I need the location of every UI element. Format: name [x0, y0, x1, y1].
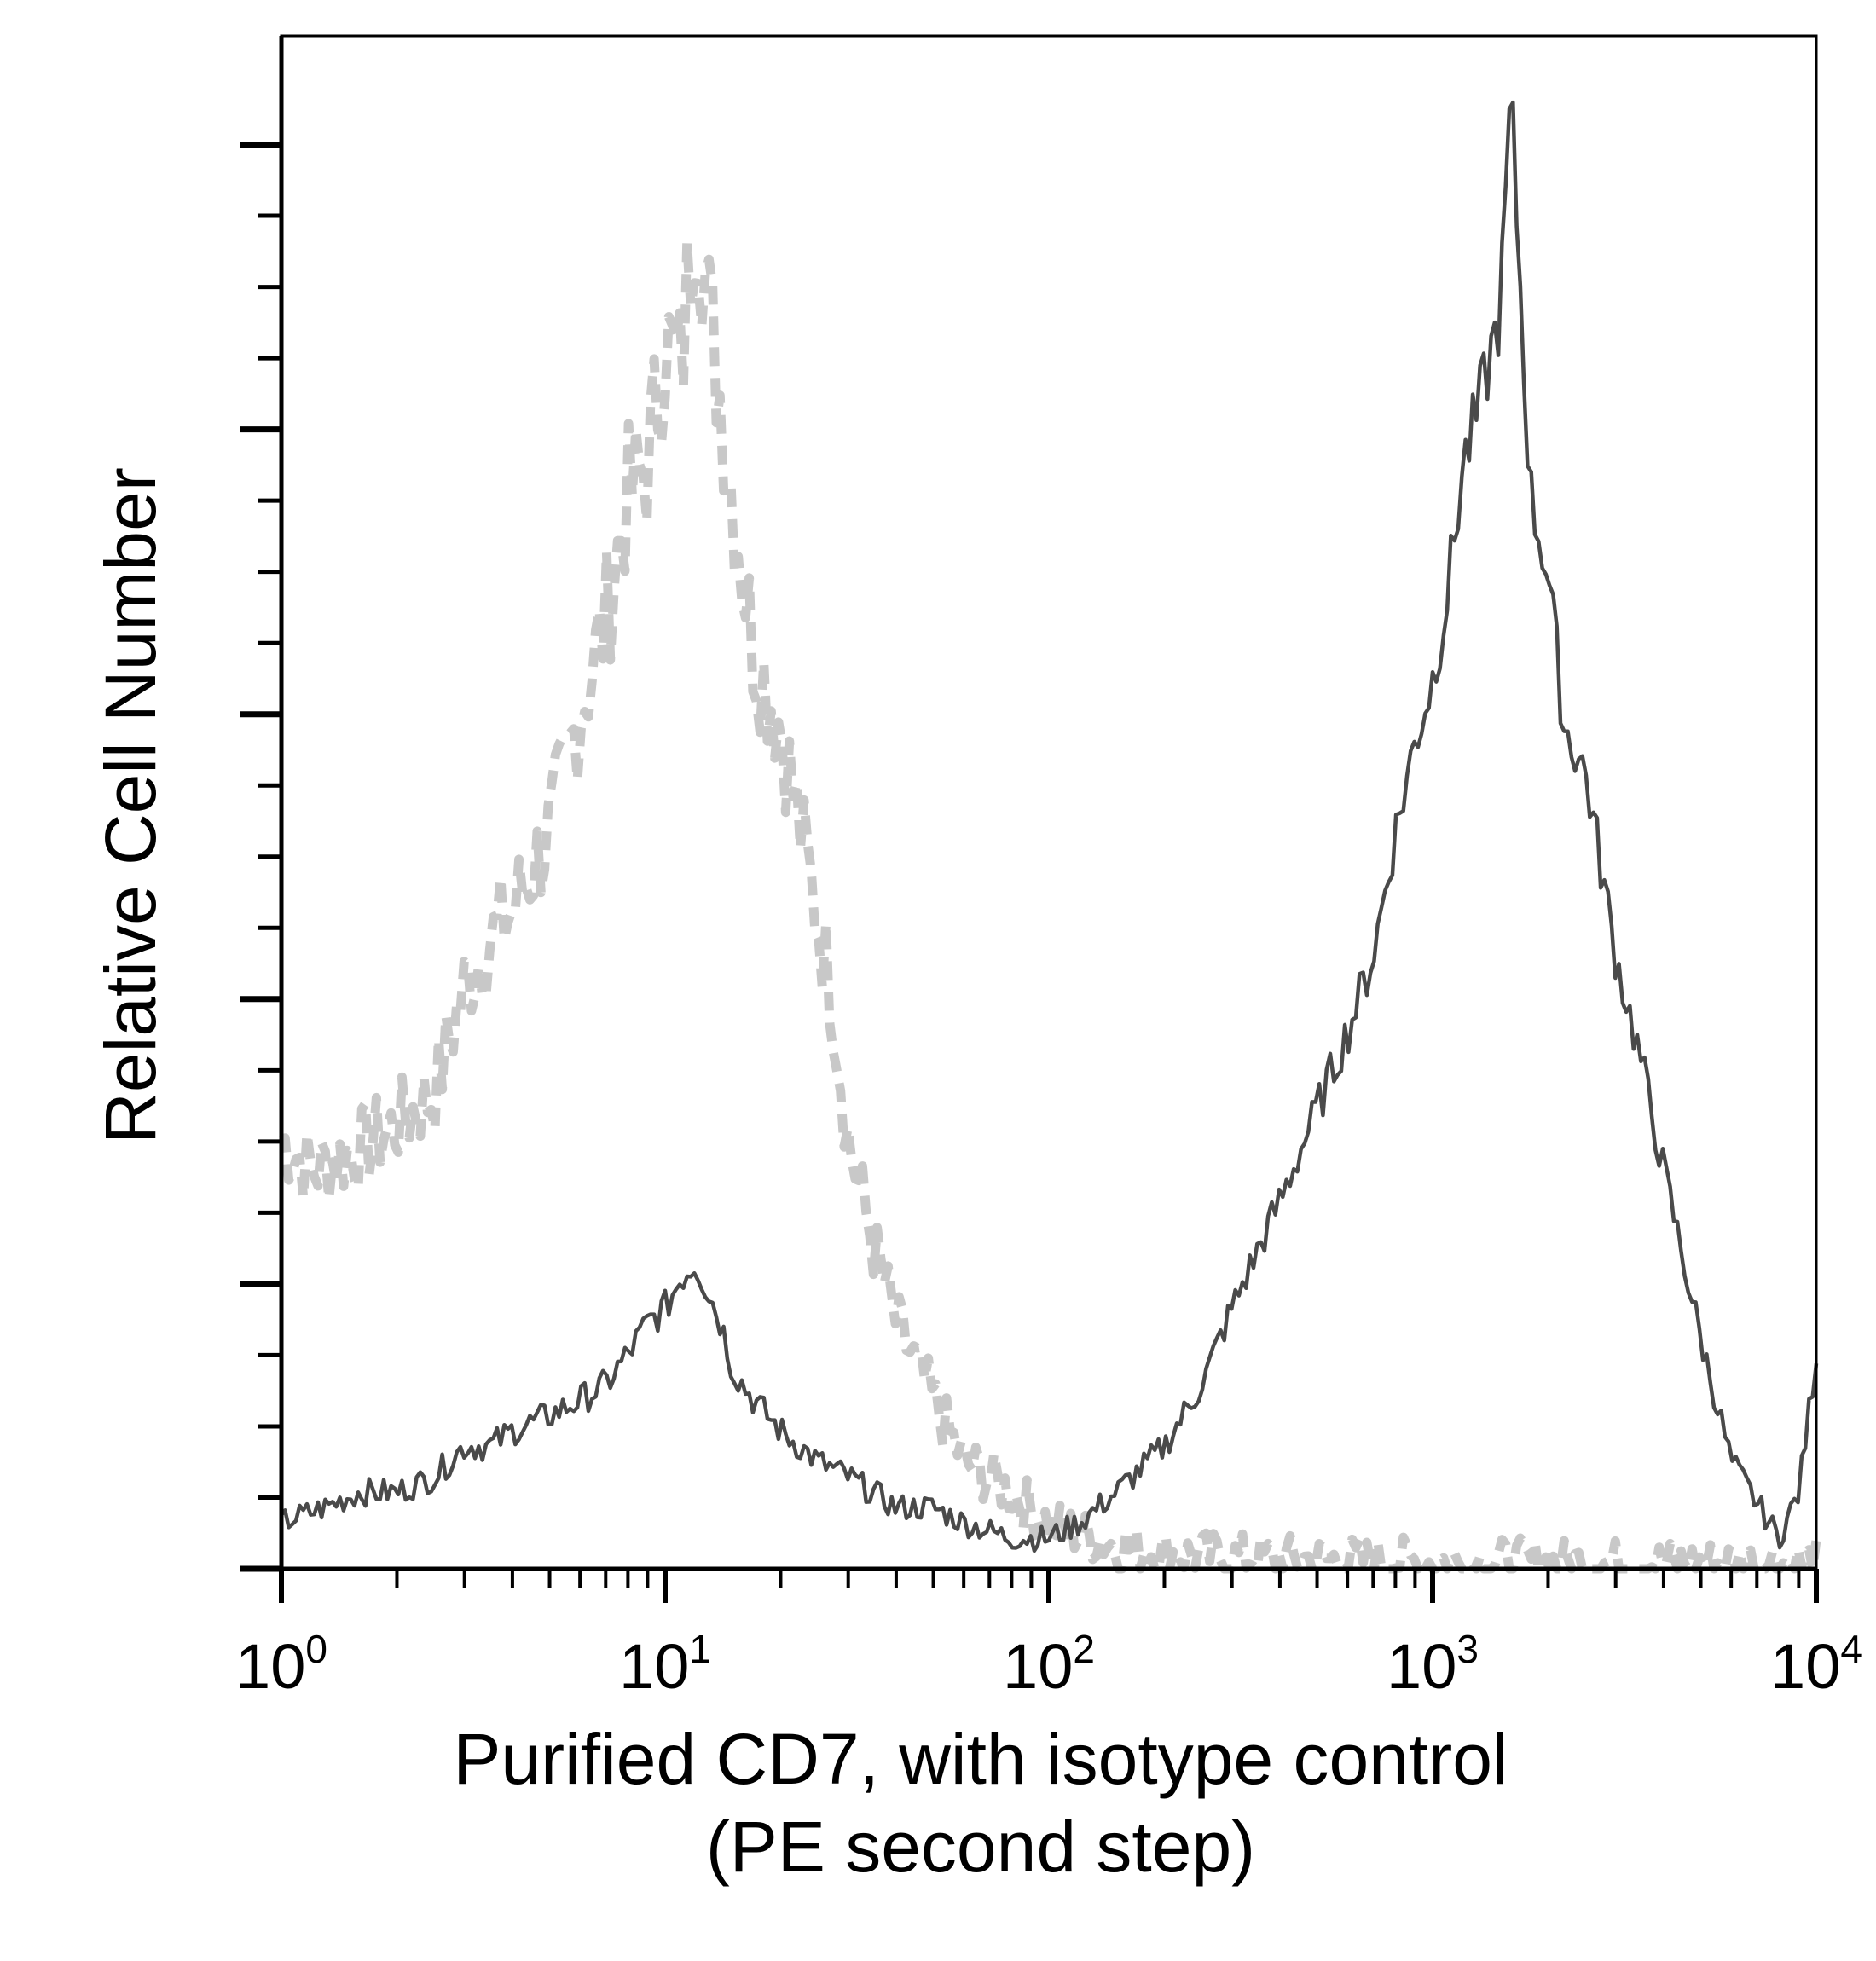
- plot-area: [278, 100, 1821, 1574]
- x-tick-label: 101: [619, 1627, 711, 1702]
- x-tick-base: 10: [1387, 1631, 1456, 1702]
- cd7-histogram-line: [280, 100, 1819, 1553]
- x-tick-base: 10: [235, 1631, 305, 1702]
- x-tick-exponent: 3: [1456, 1627, 1479, 1671]
- x-axis-label-line2: (PE second step): [706, 1807, 1255, 1887]
- x-tick-base: 10: [1770, 1631, 1840, 1702]
- x-tick-label: 102: [1003, 1627, 1095, 1702]
- axes: 100 101 102 103 104: [235, 34, 1862, 1702]
- y-axis-label: Relative Cell Number: [90, 467, 171, 1144]
- x-tick-label: 103: [1387, 1627, 1479, 1702]
- x-tick-base: 10: [1003, 1631, 1073, 1702]
- plot-frame: [280, 34, 1818, 1571]
- x-axis-label-line1: Purified CD7, with isotype control: [453, 1719, 1508, 1799]
- x-tick-label: 100: [235, 1627, 327, 1702]
- x-tick-base: 10: [619, 1631, 689, 1702]
- x-tick-exponent: 0: [305, 1627, 327, 1671]
- x-tick-exponent: 1: [689, 1627, 711, 1671]
- isotype-control-histogram-line: [278, 238, 1821, 1574]
- x-tick-exponent: 2: [1073, 1627, 1095, 1671]
- x-tick-label: 104: [1770, 1627, 1862, 1702]
- x-tick-exponent: 4: [1840, 1627, 1862, 1671]
